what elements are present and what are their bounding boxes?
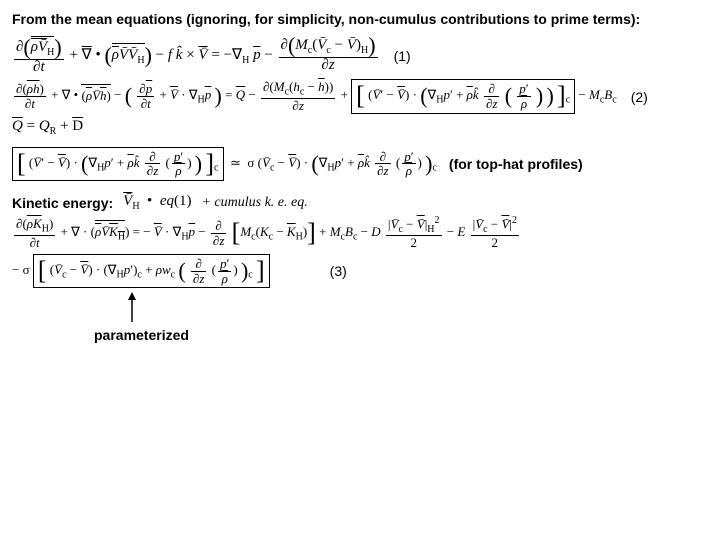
equation-1-number: (1) [394, 48, 411, 64]
kinetic-energy-label: Kinetic energy: [12, 195, 113, 211]
equation-3-line1: ∂(ρKH) ∂t + ∇ · (ρV̄KH) = − V̄ · ∇Hp − ∂… [12, 216, 708, 250]
equation-3-line2: − σ [ (V̄c − V̄) · (∇Hp′)c + ρwc ( ∂∂z (… [12, 254, 708, 288]
equation-2-row: ∂(ρh) ∂t + ∇ • (ρV̄h) − ( ∂p∂t + V̄ · ∇H… [12, 79, 708, 113]
q-relation: Q = QR + D [12, 118, 708, 137]
kinetic-note: + cumulus k. e. eq. [201, 195, 307, 211]
top-hat-row: [ (V̄′ − V̄) · (∇Hp′ + ρk̂ ∂∂z (p′ρ) ) ]… [12, 147, 708, 181]
equation-3-sigma-term: − σ [ (V̄c − V̄) · (∇Hp′)c + ρwc ( ∂∂z (… [12, 254, 270, 288]
equation-3-number: (3) [330, 263, 347, 279]
arrow-up-icon [122, 292, 142, 324]
top-hat-annotation: (for top-hat profiles) [449, 156, 583, 172]
parameterized-annotation: parameterized [122, 292, 708, 343]
parameterized-label: parameterized [94, 327, 708, 343]
top-hat-equation: [ (V̄′ − V̄) · (∇Hp′ + ρk̂ ∂∂z (p′ρ) ) ]… [12, 147, 437, 181]
equation-2: ∂(ρh) ∂t + ∇ • (ρV̄h) − ( ∂p∂t + V̄ · ∇H… [12, 79, 617, 113]
equation-1-row: ∂(ρV̄H) ∂t + ∇ • (ρV̄V̄H) − f k̂ × V̄ = … [12, 36, 708, 75]
intro-text: From the mean equations (ignoring, for s… [12, 10, 708, 28]
equation-1: ∂(ρV̄H) ∂t + ∇ • (ρV̄V̄H) − f k̂ × V̄ = … [12, 36, 380, 75]
kinetic-energy-row: Kinetic energy: V̄H • eq(1) + cumulus k.… [12, 193, 708, 212]
equation-2-number: (2) [631, 89, 648, 105]
kinetic-eq-ref: V̄H • eq(1) [123, 193, 191, 212]
